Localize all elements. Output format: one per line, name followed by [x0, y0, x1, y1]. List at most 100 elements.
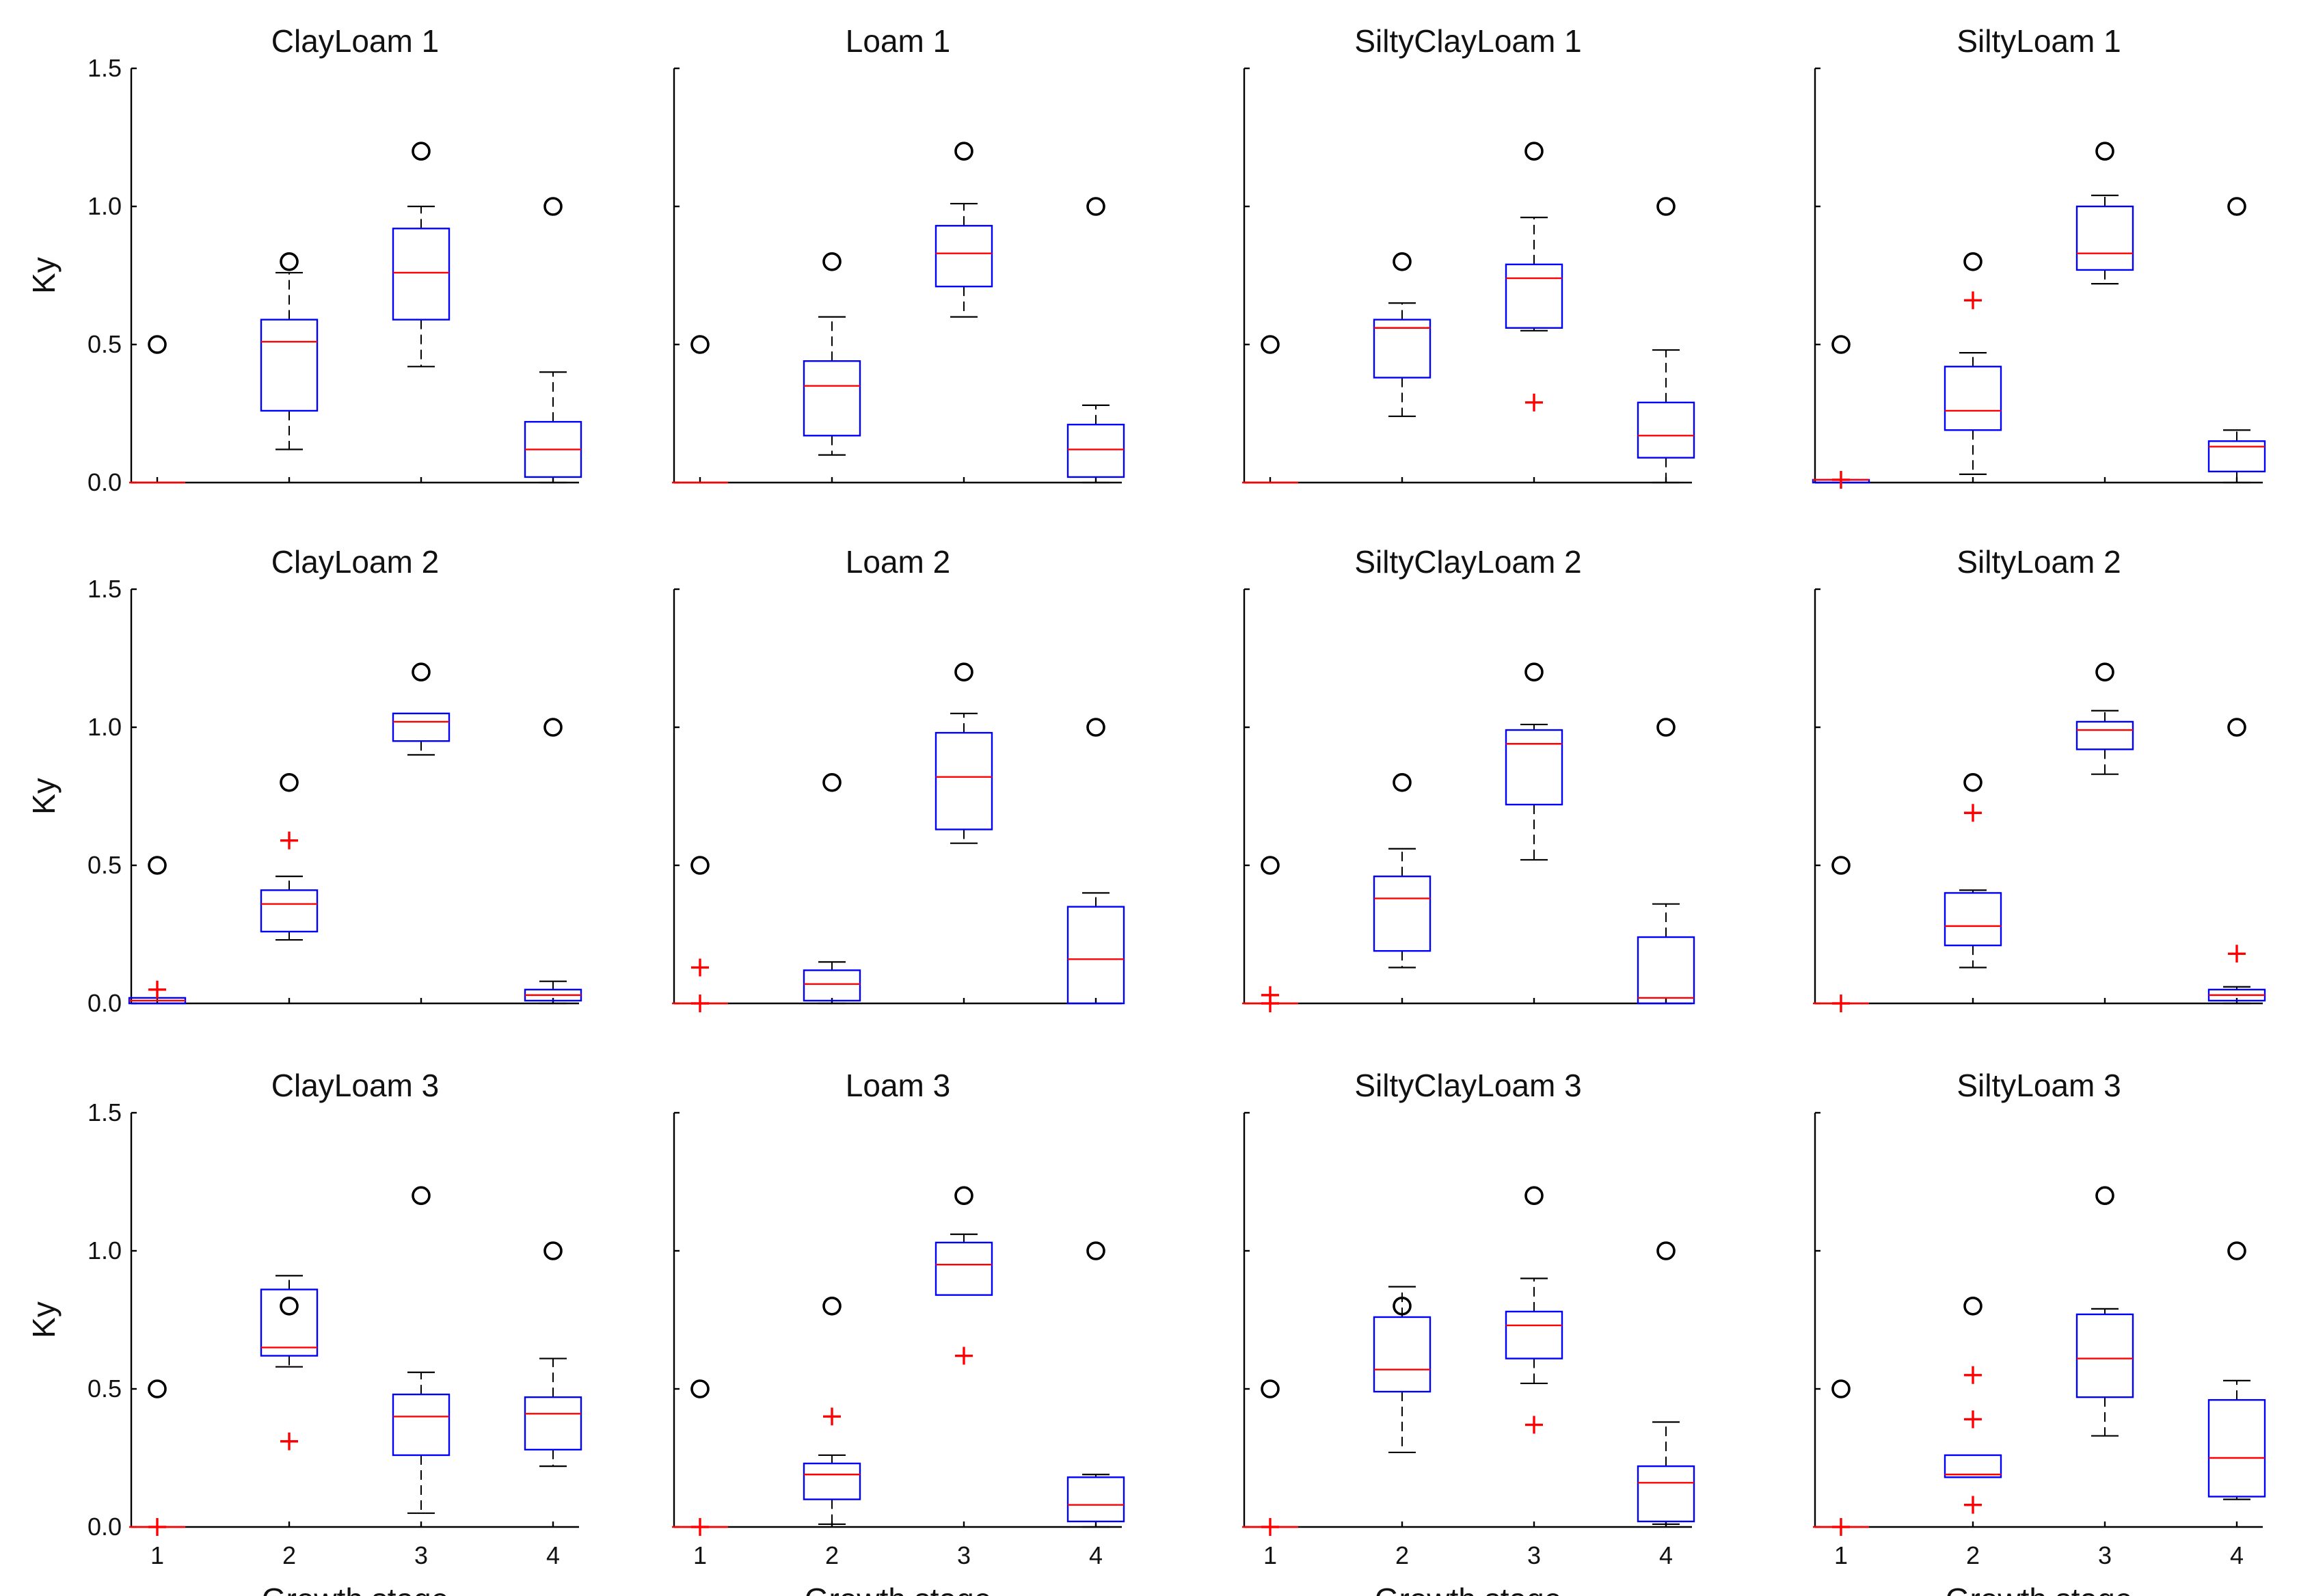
outlier-marker: [1964, 1366, 1982, 1384]
y-tick-label: 0.0: [88, 989, 122, 1017]
iqr-box: [1505, 1310, 1563, 1360]
reference-point: [148, 1379, 167, 1398]
iqr-box: [1505, 263, 1563, 329]
y-tick-label: 0.5: [88, 330, 122, 358]
panel-title: Loam 3: [846, 1068, 950, 1103]
x-tick-label: 1: [150, 1541, 164, 1569]
iqr-box: [1944, 892, 2002, 947]
reference-point: [690, 335, 710, 354]
reference-point: [2227, 1241, 2246, 1260]
box-stage-4: [1637, 1241, 1695, 1526]
panel-title: ClayLoam 2: [271, 544, 439, 580]
outlier-marker: [280, 1432, 298, 1450]
panel-12: SiltyLoam 3 1 2 3 4 Growth stage: [1813, 1068, 2266, 1596]
x-tick-label: 4: [546, 1541, 560, 1569]
reference-point: [2095, 662, 2114, 682]
box-stage-3: [935, 1186, 993, 1365]
panel-9: ClayLoam 3 0.0 0.5 1.0 1.5 Ky 1 2 3 4 Growth stage: [26, 1068, 582, 1596]
outlier-marker: [1832, 470, 1850, 489]
outlier-marker: [280, 831, 298, 850]
reference-point: [1393, 252, 1412, 271]
box-stage-3: [935, 141, 993, 318]
iqr-box: [1637, 936, 1695, 1005]
panel-8: SiltyLoam 2: [1813, 544, 2266, 1012]
iqr-box: [1373, 875, 1431, 952]
reference-point: [1086, 197, 1105, 216]
panel-title: SiltyClayLoam 3: [1354, 1068, 1581, 1103]
box-stage-2: [260, 1275, 319, 1450]
x-tick-label: 2: [1395, 1541, 1409, 1569]
x-tick-label: 4: [1089, 1541, 1103, 1569]
x-axis-label: Growth stage: [1946, 1582, 2133, 1596]
panel-10: Loam 3 1 2 3 4 Growth stage: [672, 1068, 1125, 1596]
reference-point: [148, 856, 167, 875]
outlier-marker: [1964, 291, 1982, 310]
iqr-box: [935, 731, 993, 830]
reference-point: [1831, 335, 1851, 354]
reference-point: [1963, 773, 1982, 792]
reference-point: [1524, 141, 1544, 161]
x-axis-label: Growth stage: [262, 1582, 449, 1596]
outlier-marker: [955, 1347, 973, 1365]
iqr-box: [260, 889, 319, 933]
reference-point: [2095, 1186, 2114, 1205]
reference-point: [690, 1379, 710, 1398]
iqr-box: [1373, 1316, 1431, 1393]
iqr-box: [1066, 1476, 1125, 1523]
box-stage-3: [1505, 662, 1563, 861]
reference-point: [412, 1186, 431, 1205]
reference-point: [2227, 197, 2246, 216]
y-axis-label: Ky: [26, 257, 62, 294]
outlier-marker: [1525, 393, 1543, 411]
reference-point: [954, 662, 973, 682]
outlier-marker: [148, 1518, 166, 1536]
iqr-box: [260, 319, 319, 412]
panel-title: ClayLoam 1: [271, 23, 439, 59]
y-tick-label: 0.5: [88, 1375, 122, 1403]
iqr-box: [1944, 366, 2002, 431]
y-tick-label: 1.5: [88, 1098, 122, 1126]
panel-7: SiltyClayLoam 2: [1242, 544, 1695, 1012]
panel-5: ClayLoam 2 0.0 0.5 1.0 1.5 Ky: [26, 544, 582, 1017]
x-tick-label: 2: [282, 1541, 296, 1569]
x-tick-label: 3: [1527, 1541, 1541, 1569]
x-tick-label: 4: [1659, 1541, 1673, 1569]
box-stage-2: [1373, 1286, 1431, 1454]
y-tick-label: 1.0: [88, 1236, 122, 1264]
iqr-box: [392, 1393, 451, 1457]
box-stage-2: [260, 252, 319, 450]
panel-title: SiltyLoam 1: [1957, 23, 2121, 59]
box-stage-1: [129, 335, 185, 484]
reference-point: [1261, 1379, 1280, 1398]
box-stage-4: [1066, 197, 1125, 484]
outlier-marker: [1261, 995, 1279, 1012]
reference-point: [954, 1186, 973, 1205]
box-stage-3: [2075, 141, 2134, 285]
reference-point: [1393, 1297, 1412, 1316]
x-tick-label: 2: [1966, 1541, 1980, 1569]
panel-2: Loam 1: [672, 23, 1125, 484]
y-axis-label: Ky: [26, 778, 62, 815]
reference-point: [1656, 718, 1676, 737]
outlier-marker: [1832, 995, 1850, 1012]
reference-point: [280, 252, 299, 271]
outlier-marker: [1525, 1416, 1543, 1434]
x-tick-label: 3: [2098, 1541, 2112, 1569]
panel-3: SiltyClayLoam 1: [1242, 23, 1695, 484]
iqr-box: [935, 1241, 993, 1296]
outlier-marker: [1964, 1496, 1982, 1514]
iqr-box: [2207, 1398, 2266, 1498]
iqr-box: [260, 1288, 319, 1357]
box-stage-1: [672, 335, 728, 484]
x-axis-label: Growth stage: [1375, 1582, 1562, 1596]
y-tick-label: 0.0: [88, 1513, 122, 1541]
box-stage-3: [1505, 141, 1563, 411]
box-stage-3: [1505, 1186, 1563, 1434]
iqr-box: [1373, 319, 1431, 379]
outlier-marker: [1832, 1518, 1850, 1536]
iqr-box: [1066, 423, 1125, 478]
reference-point: [822, 252, 842, 271]
y-tick-label: 1.5: [88, 54, 122, 82]
iqr-box: [2075, 1313, 2134, 1398]
